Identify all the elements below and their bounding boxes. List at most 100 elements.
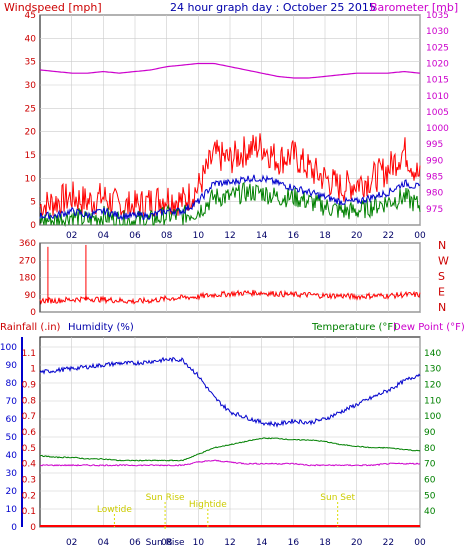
bottom-time-tick-label: 04 — [98, 538, 110, 548]
temperature-series-line — [39, 437, 421, 462]
barometer-tick-label: 985 — [426, 173, 443, 183]
annotation-label: Hightide — [189, 500, 227, 510]
wind-tick-label: 0 — [30, 221, 36, 231]
temperature-tick-label: 90 — [424, 428, 436, 438]
top-time-tick-label: 12 — [224, 231, 235, 241]
windspeed-label: Windspeed [mph] — [4, 1, 102, 14]
barometer-tick-label: 1015 — [426, 76, 449, 86]
humidity-tick-label: 30 — [6, 469, 18, 479]
bottom-time-axis: 02 04 06 08 10 12 14 16 18 20 22 00 — [66, 538, 426, 548]
rainfall-label: Rainfall (.in) — [0, 322, 61, 333]
wind-tick-label: 25 — [25, 104, 36, 114]
direction-series — [39, 244, 421, 305]
barometer-tick-label: 1020 — [426, 59, 449, 69]
direction-axis: 0 90 180 270 360 — [19, 239, 36, 318]
bottom-time-tick-label: 06 — [129, 538, 141, 548]
rain-tick-label: 0.1 — [22, 507, 36, 517]
temperature-tick-label: 130 — [424, 365, 441, 375]
annotation-label: Lowtide — [97, 505, 132, 515]
compass-label: E — [438, 286, 445, 299]
wind-tick-label: 45 — [25, 11, 36, 21]
annotation-label: Sun Set — [320, 493, 355, 503]
barometer-tick-label: 990 — [426, 156, 443, 166]
bottom-time-tick-label: 12 — [224, 538, 235, 548]
compass-label: N — [438, 239, 446, 252]
humidity-label: Humidity (%) — [68, 322, 134, 333]
humidity-tick-label: 40 — [6, 451, 18, 461]
temperature-label: Temperature (°F) — [311, 322, 397, 333]
rain-tick-label: 0.2 — [22, 491, 36, 501]
humidity-tick-label: 0 — [11, 523, 17, 533]
chart-title: 24 hour graph day : October 25 2015 — [170, 1, 376, 14]
rain-tick-label: 0 — [30, 523, 36, 533]
rain-tick-label: 0.3 — [22, 476, 36, 486]
rain-tick-label: 0.6 — [22, 428, 37, 438]
temperature-tick-label: 110 — [424, 396, 441, 406]
barometer-label: Barometer [mb] — [370, 1, 458, 14]
dewpoint-label: Dew Point (°F) — [393, 322, 465, 333]
wind-axis: 0 5 10 15 20 25 30 35 40 45 — [25, 11, 37, 231]
direction-tick-label: 270 — [19, 256, 36, 266]
bottom-time-tick-label: 22 — [383, 538, 394, 548]
compass-label: N — [438, 301, 446, 314]
wind-tick-label: 20 — [25, 128, 37, 138]
bottom-time-tick-label: 14 — [256, 538, 268, 548]
bottom-time-tick-label: 16 — [288, 538, 300, 548]
humidity-series-line — [39, 356, 421, 428]
direction-tick-label: 90 — [25, 291, 37, 301]
rain-axis: 0 0.1 0.2 0.3 0.4 0.5 0.6 0.7 0.8 0.9 1 1.1 — [22, 349, 37, 533]
direction-tick-label: 360 — [19, 239, 36, 249]
bottom-time-tick-label: 20 — [351, 538, 363, 548]
bottom-time-tick-label: 10 — [193, 538, 205, 548]
rain-tick-label: 0.5 — [22, 444, 36, 454]
temperature-tick-label: 100 — [424, 412, 441, 422]
bottom-time-tick-label: 00 — [414, 538, 426, 548]
barometer-tick-label: 1010 — [426, 92, 449, 102]
barometer-tick-label: 1030 — [426, 27, 449, 37]
humidity-tick-label: 100 — [0, 343, 17, 353]
top-time-axis: 02 04 06 08 10 12 14 16 18 20 22 00 — [66, 231, 426, 241]
temperature-tick-label: 50 — [424, 491, 436, 501]
temperature-tick-label: 40 — [424, 507, 436, 517]
top-grid — [40, 14, 421, 226]
direction-grid — [40, 242, 421, 313]
direction-tick-label: 180 — [19, 274, 36, 284]
top-time-tick-label: 00 — [414, 231, 426, 241]
bottom-time-tick-label: 02 — [66, 538, 77, 548]
compass-label: S — [438, 270, 445, 283]
barometer-axis: 975 980 985 990 995 1000 1005 1010 1015 1020 1025 1… — [426, 11, 449, 215]
wind-tick-label: 30 — [25, 81, 37, 91]
top-time-tick-label: 20 — [351, 231, 363, 241]
bottom-time-tick-label: 18 — [319, 538, 331, 548]
temperature-tick-label: 80 — [424, 444, 436, 454]
rain-tick-label: 0.8 — [22, 396, 37, 406]
wind-tick-label: 35 — [25, 58, 36, 68]
humidity-tick-label: 80 — [6, 379, 18, 389]
humidity-tick-label: 50 — [6, 433, 18, 443]
barometer-series-line — [39, 62, 421, 79]
wind-series-line — [39, 182, 421, 227]
wind-tick-label: 40 — [25, 34, 37, 44]
tide-sun-annotations: Lowtide Sun Rise Hightide Sun Set Sun Rise — [97, 493, 356, 548]
humidity-axis: 0 10 20 30 40 50 60 70 80 90 100 — [0, 343, 17, 533]
top-time-tick-label: 04 — [98, 231, 110, 241]
barometer-tick-label: 1000 — [426, 124, 449, 134]
wind-series — [39, 62, 421, 227]
top-time-tick-label: 02 — [66, 231, 77, 241]
bottom-series — [39, 356, 421, 527]
barometer-tick-label: 980 — [426, 189, 443, 199]
barometer-tick-label: 975 — [426, 205, 443, 215]
rain-tick-label: 1 — [30, 365, 36, 375]
rain-tick-label: 1.1 — [22, 349, 36, 359]
barometer-tick-label: 1025 — [426, 43, 449, 53]
top-time-tick-label: 14 — [256, 231, 268, 241]
wind-tick-label: 10 — [25, 174, 37, 184]
dewpoint-series-line — [39, 459, 421, 467]
top-time-tick-label: 06 — [129, 231, 141, 241]
top-time-tick-label: 10 — [193, 231, 205, 241]
temperature-tick-label: 70 — [424, 460, 436, 470]
wind-tick-label: 5 — [30, 198, 36, 208]
temperature-tick-label: 140 — [424, 349, 441, 359]
